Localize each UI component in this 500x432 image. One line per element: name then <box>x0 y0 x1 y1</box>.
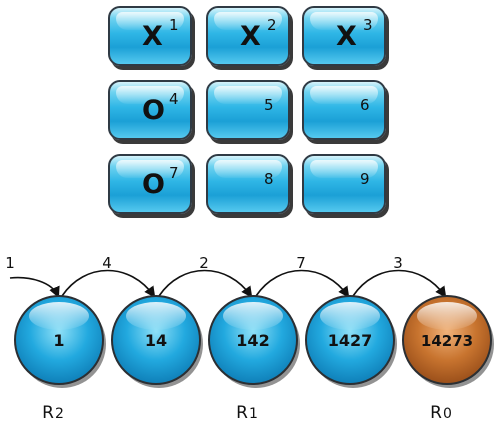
node-gloss <box>417 302 477 330</box>
board-cell-5: 5 <box>206 80 290 140</box>
transition-arrow <box>9 276 60 299</box>
register-letter: R <box>430 403 442 423</box>
node-value: 1 <box>53 331 64 350</box>
cell-mark: X <box>336 21 357 52</box>
register-label: R2 <box>42 403 64 423</box>
cell-mark: O <box>142 169 165 200</box>
cell-index: 4 <box>169 90 179 108</box>
node-value: 14273 <box>421 332 473 350</box>
node-gloss <box>126 302 186 330</box>
register-subscript: 1 <box>249 406 258 422</box>
node-gloss <box>320 302 380 330</box>
register-letter: R <box>42 403 54 423</box>
register-label: R0 <box>430 403 452 423</box>
cell-mark: O <box>142 95 165 126</box>
node-gloss <box>223 302 283 330</box>
cell-index: 1 <box>169 16 179 34</box>
cell-mark: X <box>240 21 261 52</box>
cell-index: 7 <box>169 164 179 182</box>
board-cell-9: 9 <box>302 154 386 214</box>
cell-mark: X <box>142 21 163 52</box>
cell-index: 6 <box>360 96 370 114</box>
input-digit: 1 <box>5 254 15 272</box>
transition-arrow <box>352 269 447 298</box>
input-digit: 3 <box>393 254 403 272</box>
register-labels: R2 R1 R0 <box>42 403 452 423</box>
node-value: 14 <box>145 331 167 350</box>
input-digit-labels: 1 4 2 7 3 <box>5 254 403 272</box>
cell-index: 5 <box>264 96 274 114</box>
board-cell-6: 6 <box>302 80 386 140</box>
register-subscript: 0 <box>443 406 452 422</box>
board-cell-8: 8 <box>206 154 290 214</box>
transition-arrows <box>9 269 447 299</box>
cell-index: 3 <box>363 16 373 34</box>
node-value: 142 <box>236 331 269 350</box>
input-digit: 4 <box>102 254 112 272</box>
cell-index: 2 <box>267 16 277 34</box>
register-label: R1 <box>236 403 258 423</box>
state-nodes: 1 14 142 1427 14273 <box>14 295 494 388</box>
transition-arrow <box>158 269 253 298</box>
cell-index: 8 <box>264 170 274 188</box>
node-gloss <box>29 302 89 330</box>
register-subscript: 2 <box>55 406 64 422</box>
state-node: 14 <box>111 295 203 388</box>
state-node: 1427 <box>305 295 397 388</box>
input-digit: 7 <box>296 254 306 272</box>
state-node: 1 <box>14 295 106 388</box>
transition-arrow <box>255 269 350 298</box>
state-node: 142 <box>208 295 300 388</box>
transition-arrow <box>61 269 156 298</box>
node-value: 1427 <box>328 331 373 350</box>
final-state-node: 14273 <box>402 295 494 388</box>
cell-index: 9 <box>360 170 370 188</box>
register-letter: R <box>236 403 248 423</box>
input-digit: 2 <box>199 254 209 272</box>
